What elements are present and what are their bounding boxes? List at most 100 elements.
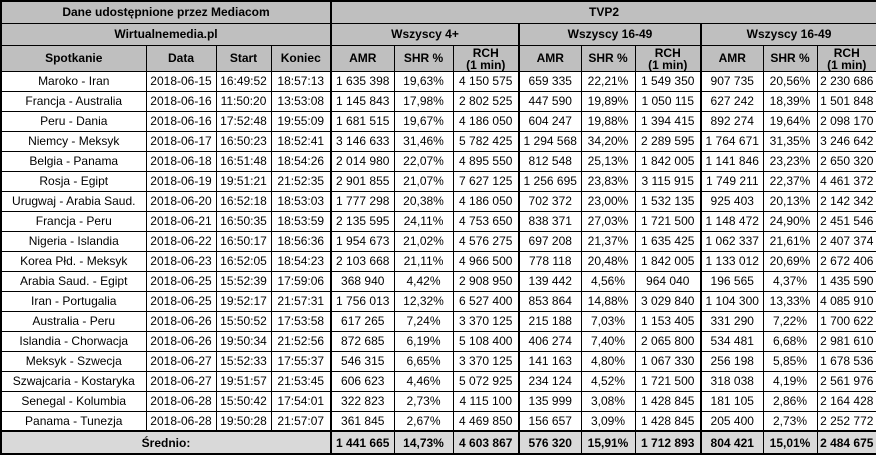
date-cell: 2018-06-15 — [145, 70, 217, 92]
rch-1649a-cell: 3 029 840 — [634, 290, 702, 312]
rch-1649b-cell: 1 700 622 — [816, 310, 876, 332]
date-cell: 2018-06-28 — [145, 390, 217, 412]
col-header-match: Spotkanie — [0, 44, 147, 72]
rch-4plus-cell: 3 370 125 — [452, 350, 520, 372]
shr-1649a-cell: 22,21% — [580, 70, 636, 92]
col-header-rch-2: RCH (1 min) — [634, 44, 702, 72]
rch-4plus-cell: 6 527 400 — [452, 290, 520, 312]
start-cell: 19:52:17 — [215, 290, 272, 312]
shr-1649a-cell: 14,88% — [580, 290, 636, 312]
amr-1649a-cell: 215 188 — [518, 310, 582, 332]
amr-1649b-cell: 534 481 — [700, 330, 764, 352]
table-row: Panama - Tunezja 2018-06-28 19:50:28 21:57:… — [0, 410, 876, 432]
amr-4plus-cell: 361 845 — [330, 410, 395, 432]
shr-4plus-cell: 19,67% — [393, 110, 454, 132]
group-header-all4plus: Wszyscy 4+ — [330, 22, 520, 46]
shr-1649b-cell: 20,69% — [762, 250, 818, 272]
header-row-columns: Spotkanie Data Start Koniec AMR SHR % RC… — [0, 44, 876, 72]
shr-4plus-cell: 4,42% — [393, 270, 454, 292]
col-header-amr-1: AMR — [330, 44, 395, 72]
start-cell: 19:51:57 — [215, 370, 272, 392]
col-header-shr-1: SHR % — [393, 44, 454, 72]
shr-1649a-cell: 4,56% — [580, 270, 636, 292]
average-label: Średnio: — [0, 430, 332, 455]
amr-1649a-cell: 135 999 — [518, 390, 582, 412]
rch-1649a-cell: 1 428 845 — [634, 410, 702, 432]
shr-1649a-cell: 3,08% — [580, 390, 636, 412]
table-row: Rosja - Egipt 2018-06-19 19:51:21 21:52:35 2… — [0, 170, 876, 192]
amr-4plus-cell: 617 265 — [330, 310, 395, 332]
amr-1649a-cell: 156 657 — [518, 410, 582, 432]
start-cell: 16:52:05 — [215, 250, 272, 272]
rch-1649a-cell: 1 050 115 — [634, 90, 702, 112]
shr-1649b-cell: 21,61% — [762, 230, 818, 252]
average-amr-1: 1 441 665 — [330, 430, 395, 455]
shr-4plus-cell: 7,24% — [393, 310, 454, 332]
date-cell: 2018-06-27 — [145, 370, 217, 392]
rch-4plus-cell: 4 966 500 — [452, 250, 520, 272]
shr-4plus-cell: 2,67% — [393, 410, 454, 432]
end-cell: 21:52:35 — [270, 170, 332, 192]
shr-4plus-cell: 31,46% — [393, 130, 454, 152]
amr-1649a-cell: 1 256 695 — [518, 170, 582, 192]
col-header-date: Data — [145, 44, 217, 72]
table-row: Nigeria - Islandia 2018-06-22 16:50:17 18:5… — [0, 230, 876, 252]
table-row: Islandia - Chorwacja 2018-06-26 19:50:34 21… — [0, 330, 876, 352]
table-row: Meksyk - Szwecja 2018-06-27 15:52:33 17:55:… — [0, 350, 876, 372]
match-cell: Rosja - Egipt — [0, 170, 147, 192]
rch-1649b-cell: 2 672 406 — [816, 250, 876, 272]
amr-4plus-cell: 1 954 673 — [330, 230, 395, 252]
shr-4plus-cell: 21,07% — [393, 170, 454, 192]
amr-1649b-cell: 196 565 — [700, 270, 764, 292]
source-label: Dane udostępnione przez Mediacom — [0, 0, 332, 24]
amr-1649a-cell: 778 118 — [518, 250, 582, 272]
date-cell: 2018-06-16 — [145, 90, 217, 112]
table-row: Urugwaj - Arabia Saud. 2018-06-20 16:52:18… — [0, 190, 876, 212]
average-rch-3: 2 484 675 — [816, 430, 876, 455]
rch-4plus-cell: 4 576 275 — [452, 230, 520, 252]
table-row: Senegal - Kolumbia 2018-06-28 15:50:42 17:5… — [0, 390, 876, 412]
amr-4plus-cell: 606 623 — [330, 370, 395, 392]
amr-1649b-cell: 1 104 300 — [700, 290, 764, 312]
amr-4plus-cell: 2 135 595 — [330, 210, 395, 232]
shr-1649a-cell: 7,40% — [580, 330, 636, 352]
shr-4plus-cell: 21,02% — [393, 230, 454, 252]
table-row: Belgia - Panama 2018-06-18 16:51:48 18:54:2… — [0, 150, 876, 172]
table-row: Niemcy - Meksyk 2018-06-17 16:50:23 18:52:4… — [0, 130, 876, 152]
match-cell: Szwajcaria - Kostaryka — [0, 370, 147, 392]
end-cell: 18:54:26 — [270, 150, 332, 172]
end-cell: 17:54:01 — [270, 390, 332, 412]
rch-4plus-cell: 7 627 125 — [452, 170, 520, 192]
start-cell: 17:52:48 — [215, 110, 272, 132]
amr-1649b-cell: 907 735 — [700, 70, 764, 92]
match-cell: Nigeria - Islandia — [0, 230, 147, 252]
header-row-source: Dane udostępnione przez Mediacom TVP2 — [0, 0, 876, 24]
rch-1649b-cell: 2 142 342 — [816, 190, 876, 212]
rch-1649a-cell: 1 842 005 — [634, 250, 702, 272]
amr-4plus-cell: 872 685 — [330, 330, 395, 352]
amr-1649b-cell: 925 403 — [700, 190, 764, 212]
rch-1649b-cell: 4 085 910 — [816, 290, 876, 312]
shr-1649a-cell: 3,09% — [580, 410, 636, 432]
match-cell: Meksyk - Szwecja — [0, 350, 147, 372]
rch-1649b-cell: 2 098 170 — [816, 110, 876, 132]
amr-1649a-cell: 812 548 — [518, 150, 582, 172]
rch-4plus-cell: 2 802 525 — [452, 90, 520, 112]
shr-1649a-cell: 4,52% — [580, 370, 636, 392]
table-row: Iran - Portugalia 2018-06-25 19:52:17 21:57… — [0, 290, 876, 312]
start-cell: 11:50:20 — [215, 90, 272, 112]
amr-1649a-cell: 1 294 568 — [518, 130, 582, 152]
rch-1649a-cell: 1 635 425 — [634, 230, 702, 252]
col-header-amr-3: AMR — [700, 44, 764, 72]
rch-4plus-cell: 5 108 400 — [452, 330, 520, 352]
amr-1649a-cell: 697 208 — [518, 230, 582, 252]
amr-1649a-cell: 659 335 — [518, 70, 582, 92]
rch-1649a-cell: 1 428 845 — [634, 390, 702, 412]
amr-1649b-cell: 1 764 671 — [700, 130, 764, 152]
date-cell: 2018-06-26 — [145, 310, 217, 332]
shr-1649b-cell: 5,85% — [762, 350, 818, 372]
end-cell: 21:52:56 — [270, 330, 332, 352]
date-cell: 2018-06-18 — [145, 150, 217, 172]
rch-4plus-cell: 4 150 575 — [452, 70, 520, 92]
end-cell: 21:57:31 — [270, 290, 332, 312]
